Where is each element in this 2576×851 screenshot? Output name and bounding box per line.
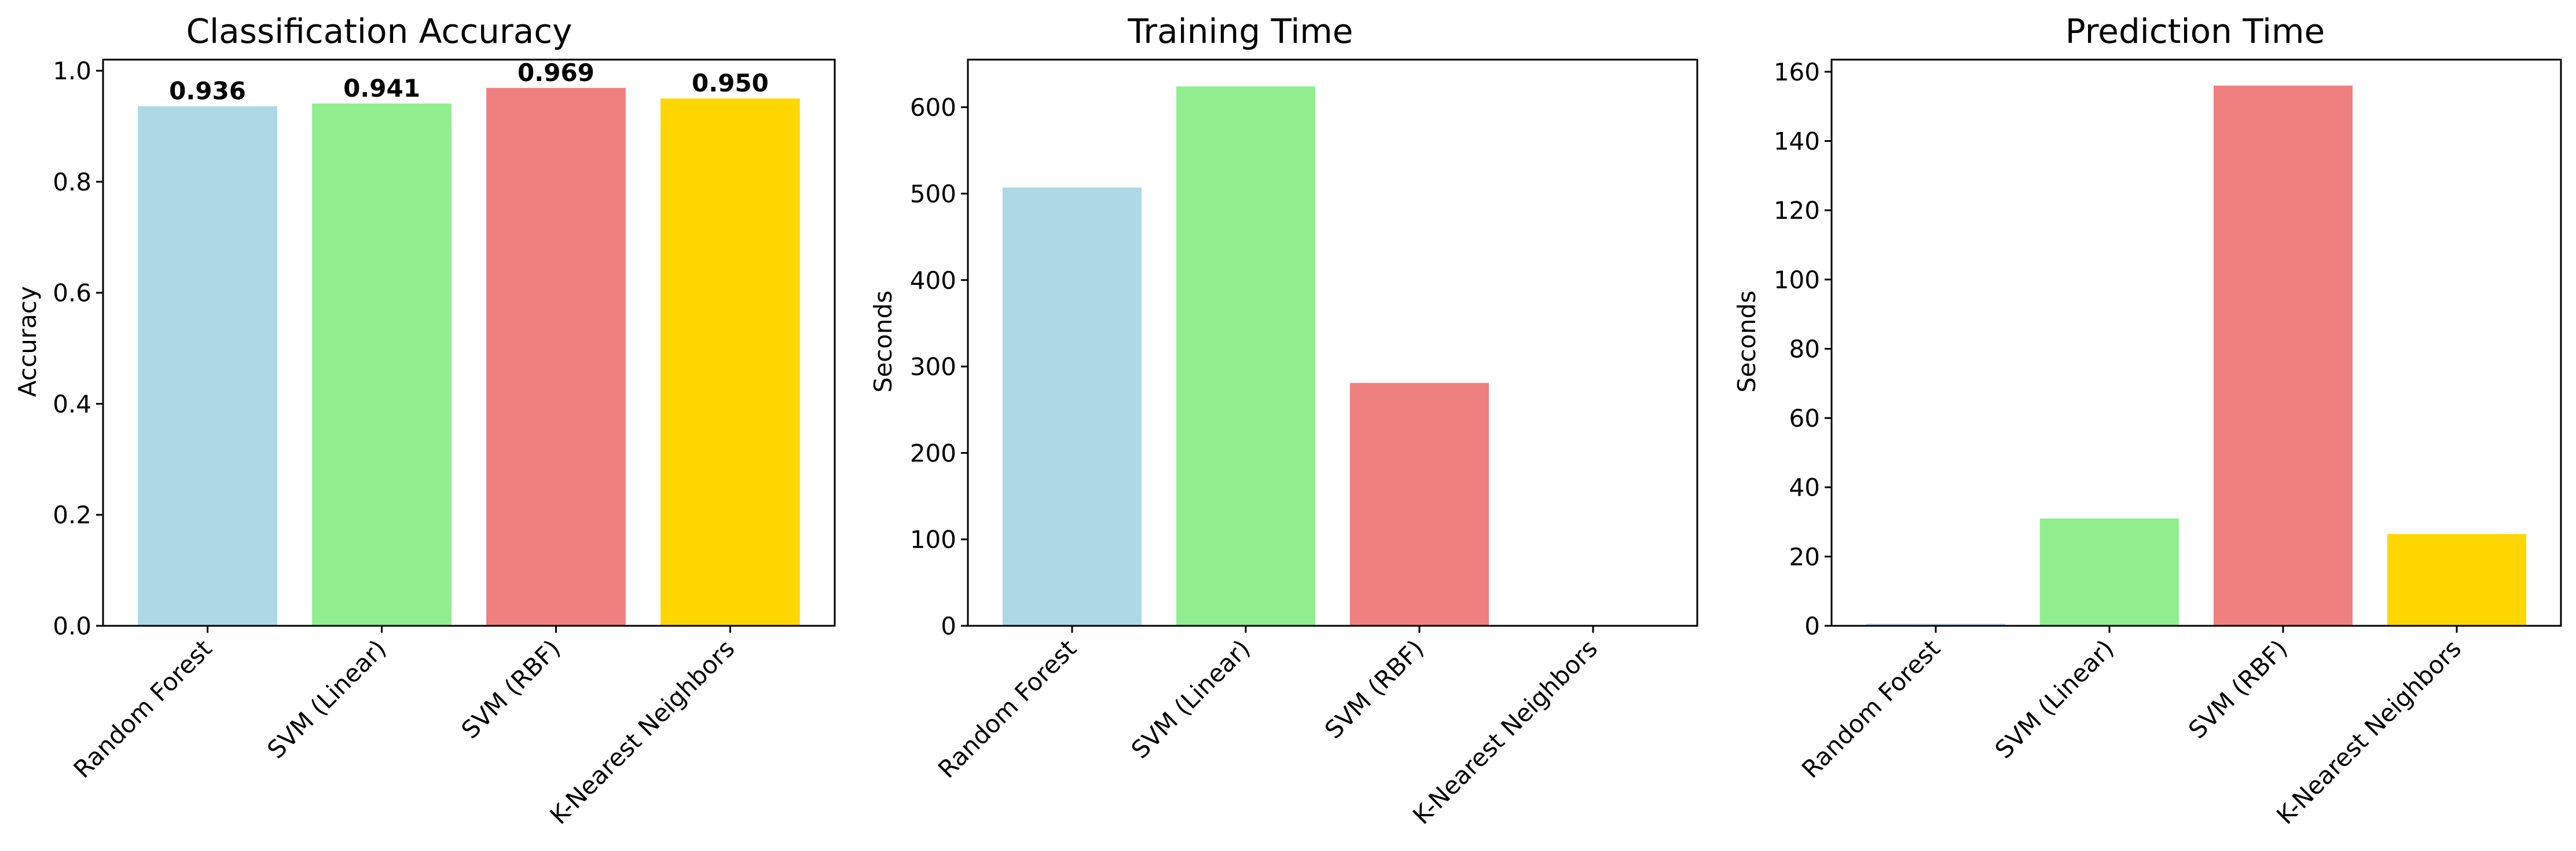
y-tick-label: 40 <box>1789 474 1820 502</box>
y-tick-label: 60 <box>1789 404 1820 432</box>
y-tick-group: 0.0 0.2 0.4 0.6 0.8 1.0 <box>53 57 103 640</box>
y-axis-label: Accuracy <box>13 286 42 397</box>
bar-random-forest <box>1866 623 2005 626</box>
axes-frame <box>1830 58 2562 627</box>
bar-random-forest <box>138 106 277 626</box>
y-tick-label: 160 <box>1774 58 1820 86</box>
data-label-svm-rbf: 0.969 <box>518 58 595 87</box>
y-tick-label: 20 <box>1789 542 1820 571</box>
y-tick-label: 0.2 <box>53 501 91 529</box>
y-tick-label: 100 <box>1774 266 1820 294</box>
bar-svm-rbf <box>2214 85 2353 626</box>
y-tick-label: 0 <box>1804 612 1820 640</box>
y-tick-label: 400 <box>910 266 956 295</box>
y-tick-label: 300 <box>910 353 956 381</box>
y-tick-group: 0 20 40 60 80 100 120 140 160 <box>1774 58 1832 640</box>
y-tick-label: 140 <box>1774 127 1820 156</box>
bar-group <box>138 87 800 626</box>
bar-svm-linear <box>312 103 452 626</box>
bar-svm-rbf <box>486 87 626 626</box>
axes-frame <box>102 58 836 627</box>
bar-group <box>1866 85 2526 626</box>
y-axis-label: Seconds <box>1733 291 1761 393</box>
y-tick-label: 0.8 <box>53 168 91 196</box>
bar-random-forest <box>1003 187 1142 626</box>
data-label-group: 0.936 0.941 0.969 0.950 <box>169 58 769 105</box>
y-tick-label: 100 <box>910 526 956 554</box>
y-tick-label: 120 <box>1774 196 1820 225</box>
bar-svm-linear <box>1176 86 1315 626</box>
y-tick-label: 0.6 <box>53 279 91 307</box>
y-tick-label: 1.0 <box>53 57 91 85</box>
bar-svm-rbf <box>1350 383 1489 626</box>
y-tick-label: 0.0 <box>53 612 91 640</box>
y-tick-label: 0 <box>941 612 956 640</box>
data-label-svm-linear: 0.941 <box>343 74 420 102</box>
y-tick-label: 200 <box>910 439 956 467</box>
bar-group <box>1003 86 1663 626</box>
bar-k-nearest-neighbors <box>660 98 800 626</box>
panel-title: Prediction Time <box>2065 12 2325 51</box>
data-label-random-forest: 0.936 <box>169 77 246 105</box>
axes-frame <box>967 58 1698 627</box>
y-tick-label: 500 <box>910 179 956 208</box>
y-tick-group: 0 100 200 300 400 500 600 <box>910 93 968 640</box>
y-axis-label: Seconds <box>869 291 897 393</box>
data-label-k-nearest-neighbors: 0.950 <box>692 69 769 97</box>
y-tick-label: 80 <box>1789 335 1820 363</box>
panel-title: Classification Accuracy <box>186 12 573 51</box>
y-tick-label: 0.4 <box>53 390 91 418</box>
panel-title: Training Time <box>1127 12 1353 51</box>
bar-k-nearest-neighbors <box>2387 534 2526 626</box>
y-tick-label: 600 <box>910 93 956 122</box>
bar-svm-linear <box>2040 518 2179 626</box>
